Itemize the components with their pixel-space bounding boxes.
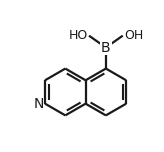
Text: HO: HO xyxy=(68,29,88,42)
Text: B: B xyxy=(101,40,111,55)
Text: N: N xyxy=(33,97,44,111)
Text: OH: OH xyxy=(124,29,143,42)
